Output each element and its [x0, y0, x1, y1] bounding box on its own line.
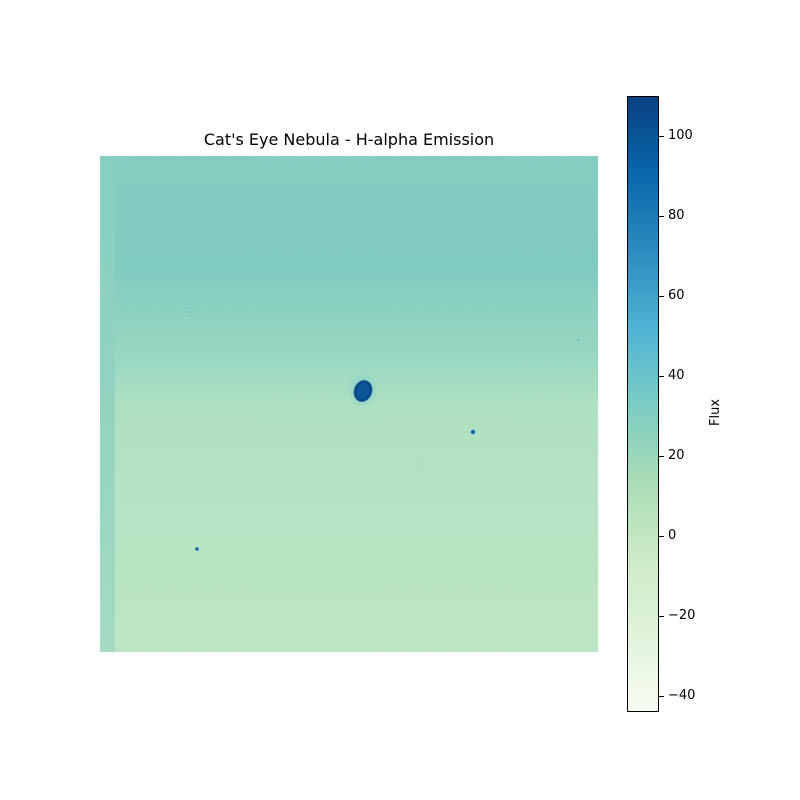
plot-title: Cat's Eye Nebula - H-alpha Emission: [203, 130, 495, 149]
colorbar-tick: [659, 696, 664, 697]
star-4: [577, 339, 579, 341]
star-2: [195, 547, 199, 551]
colorbar-tick-label: 20: [668, 448, 685, 463]
nebula-image: [100, 156, 598, 652]
star-1: [470, 429, 476, 435]
star-5: [417, 463, 419, 465]
colorbar-tick-label: 40: [668, 368, 685, 383]
colorbar-tick: [659, 296, 664, 297]
colorbar-tick: [659, 216, 664, 217]
star-3: [188, 311, 190, 313]
colorbar-tick: [659, 456, 664, 457]
colorbar-tick-label: 80: [668, 208, 685, 223]
colorbar: [627, 96, 659, 712]
colorbar-label: Flux: [708, 398, 724, 427]
colorbar-tick-label: −20: [668, 608, 696, 623]
image-noise-texture: [100, 156, 598, 652]
colorbar-tick-label: 100: [668, 128, 693, 143]
colorbar-tick: [659, 376, 664, 377]
colorbar-tick-label: 60: [668, 288, 685, 303]
colorbar-tick-label: −40: [668, 688, 696, 703]
colorbar-tick: [659, 536, 664, 537]
colorbar-tick: [659, 136, 664, 137]
colorbar-tick-label: 0: [668, 528, 677, 543]
nebula-inner: [356, 383, 370, 399]
colorbar-tick: [659, 616, 664, 617]
